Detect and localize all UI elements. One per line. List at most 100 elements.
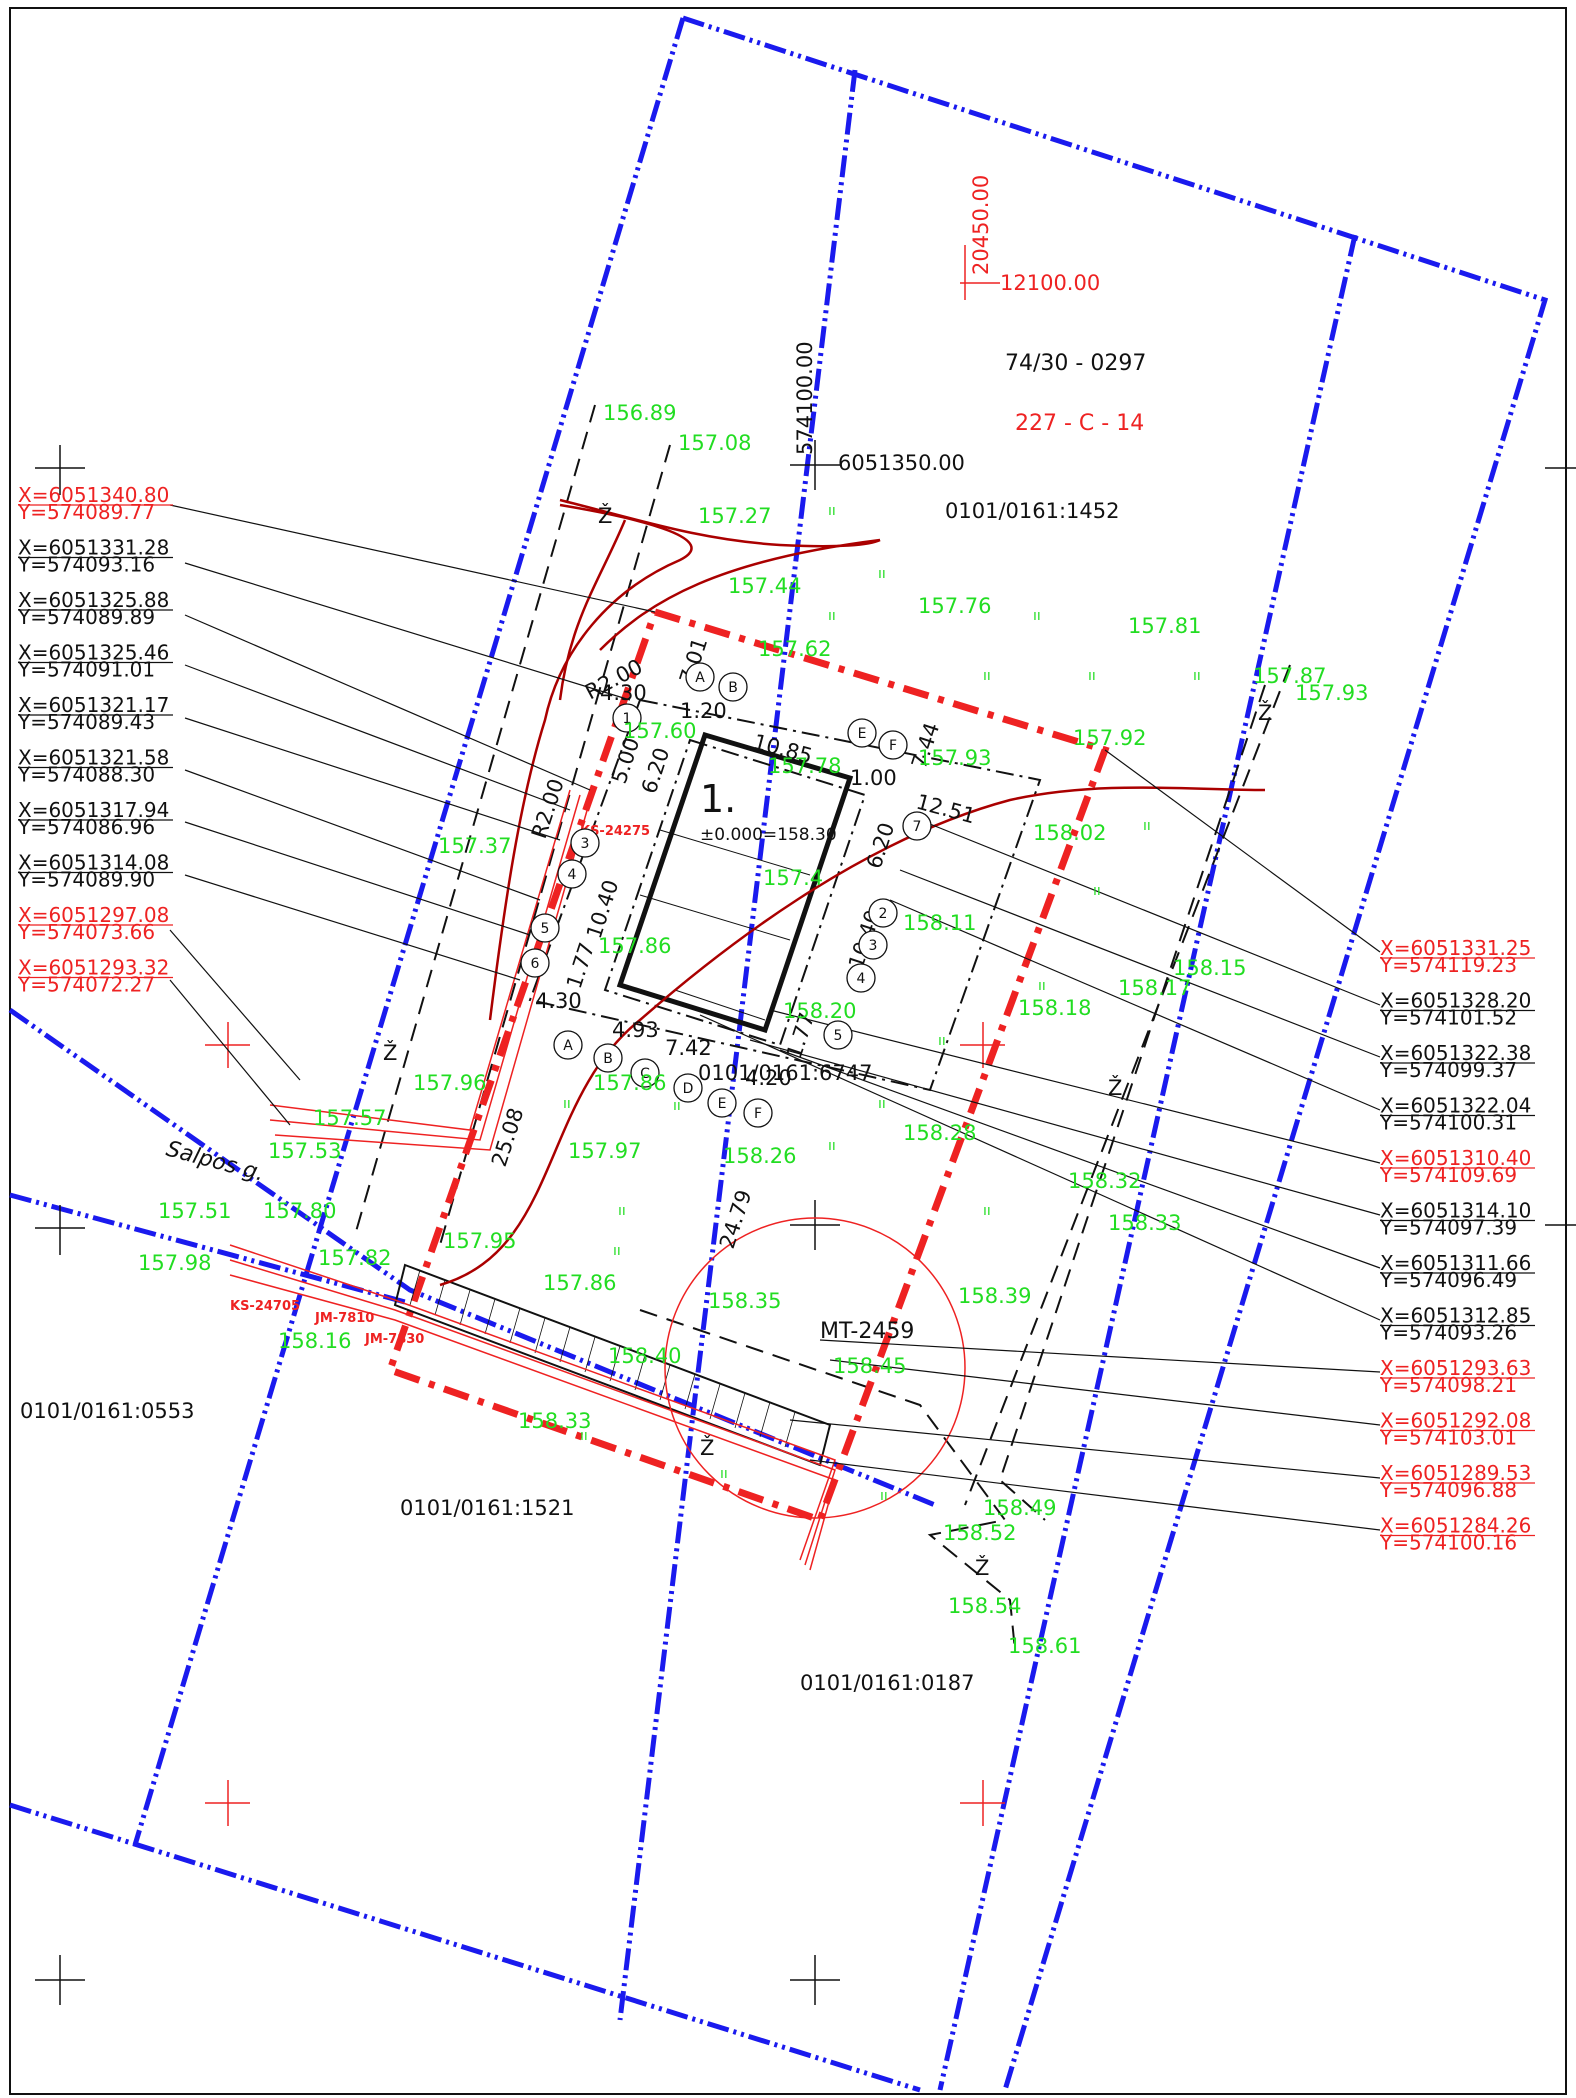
- grid-y-black: 6051350.00: [838, 451, 965, 475]
- svg-text:157.98: 157.98: [138, 1251, 211, 1275]
- svg-text:ıı: ıı: [720, 1466, 728, 1482]
- svg-text:157.80: 157.80: [263, 1199, 336, 1223]
- right-coord-y: Y=574096.88: [1379, 1478, 1517, 1502]
- right-coord-y: Y=574096.49: [1379, 1268, 1517, 1292]
- svg-text:E: E: [858, 726, 867, 742]
- svg-text:157.60: 157.60: [623, 719, 696, 743]
- svg-text:158.16: 158.16: [278, 1329, 351, 1353]
- svg-text:ıı: ıı: [618, 1203, 626, 1219]
- svg-text:157.95: 157.95: [443, 1229, 516, 1253]
- svg-text:B: B: [728, 680, 738, 696]
- right-coord-x: X=6051293.63: [1380, 1356, 1531, 1380]
- svg-text:158.15: 158.15: [1173, 956, 1246, 980]
- svg-text:158.02: 158.02: [1033, 821, 1106, 845]
- svg-text:157.96: 157.96: [413, 1071, 486, 1095]
- left-coord-y: Y=574089.77: [17, 500, 155, 524]
- right-coord-x: X=6051331.25: [1380, 936, 1531, 960]
- right-coord-x: X=6051292.08: [1380, 1409, 1531, 1433]
- left-coord-y: Y=574086.96: [17, 815, 155, 839]
- svg-text:158.61: 158.61: [1008, 1634, 1081, 1658]
- sheet-code: 74/30 - 0297: [1005, 351, 1146, 376]
- jm-label-1: JM-7810: [314, 1311, 374, 1326]
- svg-text:3: 3: [869, 938, 878, 954]
- left-coord-x: X=6051325.46: [18, 641, 169, 665]
- svg-text:158.54: 158.54: [948, 1594, 1021, 1618]
- svg-text:ıı: ıı: [1038, 978, 1046, 994]
- jm-label-2: JM-7830: [364, 1332, 424, 1347]
- svg-text:4.30: 4.30: [600, 681, 647, 705]
- grid-crosses: [35, 440, 1576, 2005]
- left-coord-y: Y=574089.43: [17, 710, 155, 734]
- leader-lines: [169, 504, 1381, 1531]
- sheet-refs: 74/30 - 0297 227 - C - 14 12100.00 20450…: [793, 175, 1146, 475]
- svg-text:157.53: 157.53: [268, 1139, 341, 1163]
- zone-marks: Ž Ž Ž Ž Ž Ž: [383, 503, 1272, 1580]
- parcel-center: 0101/0161:6747: [698, 1061, 872, 1085]
- parcel-west: 0101/0161:0553: [20, 1399, 194, 1423]
- grid-x-red: 20450.00: [969, 175, 993, 275]
- map-ref: 227 - C - 14: [1015, 411, 1144, 436]
- building-level: ±0.000=158.30: [700, 825, 837, 845]
- svg-text:Ž: Ž: [598, 503, 612, 528]
- svg-text:158.33: 158.33: [518, 1409, 591, 1433]
- svg-text:A: A: [695, 670, 705, 686]
- contour-lines: [439, 498, 1266, 1287]
- svg-text:5: 5: [834, 1028, 843, 1044]
- svg-text:ıı: ıı: [828, 503, 836, 519]
- svg-text:ıı: ıı: [983, 1203, 991, 1219]
- svg-text:157.4: 157.4: [763, 866, 823, 890]
- right-coord-x: X=6051289.53: [1380, 1461, 1531, 1485]
- svg-text:1.00: 1.00: [850, 766, 897, 790]
- right-coord-x: X=6051311.66: [1380, 1251, 1531, 1275]
- utility-lines: [229, 789, 836, 1571]
- svg-text:158.11: 158.11: [903, 911, 976, 935]
- svg-text:Ž: Ž: [1108, 1075, 1122, 1100]
- svg-text:ıı: ıı: [938, 1033, 946, 1049]
- svg-text:157.27: 157.27: [698, 504, 771, 528]
- svg-text:157.93: 157.93: [1295, 681, 1368, 705]
- parcel-north: 0101/0161:1452: [945, 499, 1119, 523]
- right-coord-x: X=6051322.38: [1380, 1041, 1531, 1065]
- building-number: 1.: [700, 777, 736, 821]
- svg-text:1.77: 1.77: [562, 940, 599, 992]
- protection-zone: [664, 1217, 966, 1519]
- left-coord-x: X=6051325.88: [18, 588, 169, 612]
- svg-text:4.30: 4.30: [535, 989, 582, 1013]
- svg-text:157.92: 157.92: [1073, 726, 1146, 750]
- svg-text:ıı: ıı: [878, 1096, 886, 1112]
- parcel-south: 0101/0161:1521: [400, 1496, 574, 1520]
- left-coord-x: X=6051317.94: [18, 798, 169, 822]
- svg-text:ıı: ıı: [1033, 608, 1041, 624]
- right-coord-y: Y=574097.39: [1379, 1216, 1517, 1240]
- svg-text:158.33: 158.33: [1108, 1211, 1181, 1235]
- axis-marker-labels: A B E F 1 7 3 4 5 6 2 3 4 5 A B C D E F: [531, 670, 922, 1122]
- svg-text:4: 4: [857, 971, 866, 987]
- svg-text:157.51: 157.51: [158, 1199, 231, 1223]
- svg-text:Ž: Ž: [383, 1040, 397, 1065]
- ks-label-1: KS-24275: [580, 824, 650, 839]
- svg-text:R2.00: R2.00: [527, 776, 569, 842]
- left-coord-x: X=6051297.08: [18, 903, 169, 927]
- svg-text:F: F: [754, 1106, 762, 1122]
- svg-text:158.49: 158.49: [983, 1496, 1056, 1520]
- svg-text:ıı: ıı: [1143, 818, 1151, 834]
- svg-text:158.26: 158.26: [723, 1144, 796, 1168]
- svg-text:158.39: 158.39: [958, 1284, 1031, 1308]
- svg-text:158.52: 158.52: [943, 1521, 1016, 1545]
- street-name: Salpos g.: [163, 1137, 266, 1187]
- axis-markers: [520, 662, 932, 1128]
- svg-text:157.97: 157.97: [568, 1139, 641, 1163]
- svg-text:6: 6: [531, 956, 540, 972]
- grid-x-black: 574100.00: [793, 341, 817, 455]
- svg-text:F: F: [889, 738, 897, 754]
- vegetation-marks: ıı ıı ıı ıı ıı ıı ıı ıı ıı ıı ıı ıı ıı ı…: [563, 503, 1201, 1504]
- right-coord-y: Y=574099.37: [1379, 1058, 1517, 1082]
- svg-text:157.86: 157.86: [593, 1071, 666, 1095]
- right-coord-y: Y=574098.21: [1379, 1373, 1517, 1397]
- left-coord-x: X=6051331.28: [18, 536, 169, 560]
- right-coord-y: Y=574103.01: [1379, 1426, 1517, 1450]
- svg-text:4: 4: [568, 867, 577, 883]
- svg-text:5: 5: [541, 921, 550, 937]
- svg-text:ıı: ıı: [1088, 668, 1096, 684]
- svg-text:ıı: ıı: [673, 1098, 681, 1114]
